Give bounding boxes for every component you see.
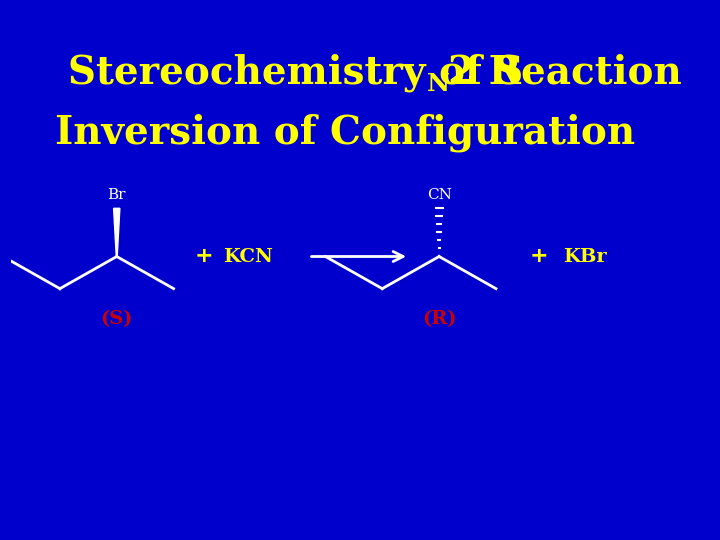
Text: CN: CN xyxy=(427,188,451,202)
Text: (S): (S) xyxy=(101,310,133,328)
Text: (R): (R) xyxy=(422,310,456,328)
Text: KBr: KBr xyxy=(563,247,607,266)
Text: Br: Br xyxy=(107,188,126,202)
Text: KCN: KCN xyxy=(223,247,274,266)
Text: 2 Reaction: 2 Reaction xyxy=(448,54,682,92)
Text: N: N xyxy=(427,72,450,96)
Text: +: + xyxy=(530,246,549,267)
Polygon shape xyxy=(114,208,120,256)
Text: +: + xyxy=(194,246,213,267)
Text: Stereochemistry of S: Stereochemistry of S xyxy=(68,53,523,92)
Text: Inversion of Configuration: Inversion of Configuration xyxy=(55,113,636,152)
